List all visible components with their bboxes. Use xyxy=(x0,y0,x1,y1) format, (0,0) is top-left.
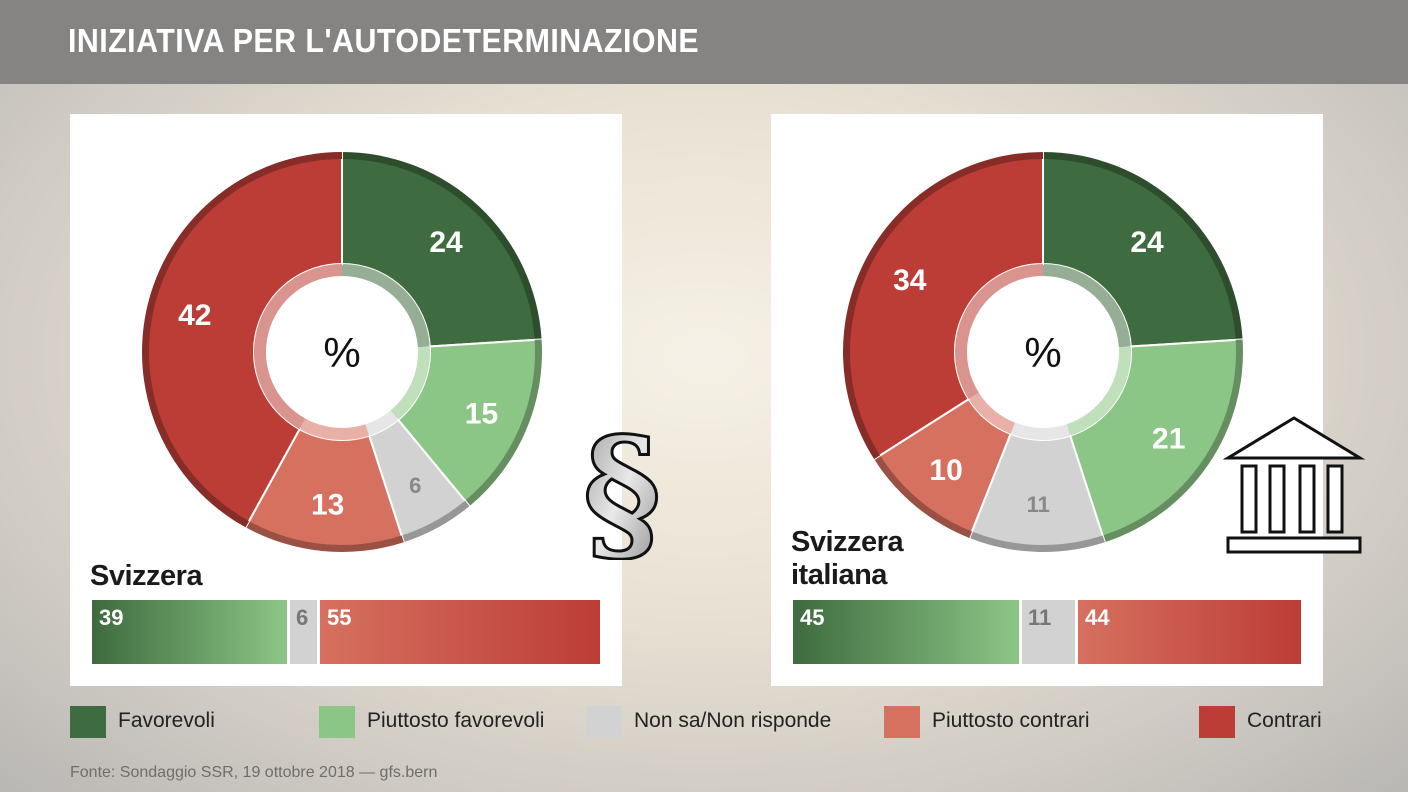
legend-label-piuttosto-contrari: Piuttosto contrari xyxy=(932,709,1090,732)
pie-inner-ring-contrari xyxy=(254,264,342,430)
summary-segment-non-sa-label: 6 xyxy=(296,605,309,630)
chart-panel-svizzera: % 24 15 6 13 42 Svizzera 39 6 55 xyxy=(70,114,622,686)
legend-label-piuttosto-favorevoli: Piuttosto favorevoli xyxy=(367,709,545,732)
legend-label-favorevoli: Favorevoli xyxy=(118,709,215,732)
donut-center xyxy=(975,284,1111,420)
summary-segment-contrari-label: 55 xyxy=(327,605,352,630)
legend-label-contrari: Contrari xyxy=(1247,709,1322,732)
legend-swatch-non-sa xyxy=(586,706,622,738)
parliament-building-icon xyxy=(1222,416,1366,554)
pie-data-label-piuttosto-favorevoli: 15 xyxy=(465,397,498,430)
source-note: Fonte: Sondaggio SSR, 19 ottobre 2018 — … xyxy=(70,764,438,781)
pie-inner-ring-piuttosto-contrari xyxy=(299,418,370,440)
pie-inner-ring-favorevoli xyxy=(1043,264,1131,348)
header-bar: INIZIATIVA PER L'AUTODETERMINAZIONE xyxy=(0,0,1408,84)
region-title-svizzera: Svizzera xyxy=(90,560,203,592)
summary-segment-favorevoli-label: 39 xyxy=(99,605,124,630)
summary-bar-svizzera: 39 6 55 xyxy=(92,600,600,664)
pie-data-label-contrari: 34 xyxy=(893,264,927,297)
legend-swatch-favorevoli xyxy=(70,706,106,738)
pie-data-label-favorevoli: 24 xyxy=(1130,226,1164,259)
donut-chart-svizzera-italiana: % 24 21 11 10 34 xyxy=(842,150,1244,553)
pie-slice-rim-piuttosto-contrari xyxy=(874,455,972,538)
pie-inner-ring-piuttosto-contrari xyxy=(968,392,1016,434)
summary-segment-non-sa: 6 xyxy=(290,600,317,664)
pie-data-label-piuttosto-contrari: 13 xyxy=(311,488,344,521)
pie-slice-rim-piuttosto-contrari xyxy=(245,521,404,552)
summary-segment-favorevoli: 39 xyxy=(92,600,287,664)
legend-swatch-piuttosto-favorevoli xyxy=(319,706,355,738)
legend: Favorevoli Piuttosto favorevoli Non sa/N… xyxy=(0,706,1408,740)
pie-inner-ring-favorevoli xyxy=(342,264,430,348)
legend-swatch-contrari xyxy=(1199,706,1235,738)
summary-segment-favorevoli-label: 45 xyxy=(800,605,825,630)
pie-slice-rim-piuttosto-favorevoli xyxy=(465,339,542,507)
donut-center-label: % xyxy=(323,329,360,376)
pie-data-label-piuttosto-contrari: 10 xyxy=(929,454,962,487)
svg-text:§: § xyxy=(583,420,661,560)
pie-inner-ring-piuttosto-favorevoli xyxy=(1066,346,1131,436)
summary-segment-non-sa-label: 11 xyxy=(1028,605,1052,630)
summary-segment-contrari-label: 44 xyxy=(1085,605,1110,630)
page-title: INIZIATIVA PER L'AUTODETERMINAZIONE xyxy=(68,22,700,59)
donut-center-label: % xyxy=(1024,329,1061,376)
pie-inner-ring-piuttosto-favorevoli xyxy=(390,346,430,420)
region-label-svizzera-italiana: Svizzera italiana xyxy=(791,526,904,592)
pie-inner-ring-non-sa xyxy=(365,410,399,436)
summary-bar-svizzera-italiana: 45 11 44 xyxy=(793,600,1301,664)
pie-inner-ring-contrari xyxy=(955,264,1043,400)
legend-swatch-piuttosto-contrari xyxy=(884,706,920,738)
pie-data-label-contrari: 42 xyxy=(178,299,211,332)
pie-slice-rim-contrari xyxy=(843,152,1043,460)
summary-segment-favorevoli: 45 xyxy=(793,600,1019,664)
pie-slice-rim-non-sa xyxy=(969,531,1105,552)
summary-segment-contrari: 55 xyxy=(320,600,600,664)
donut-chart-svizzera: % 24 15 6 13 42 xyxy=(141,150,543,553)
chart-panel-svizzera-italiana: % 24 21 11 10 34 Svizzera italiana 45 11 44 xyxy=(771,114,1323,686)
pie-data-label-favorevoli: 24 xyxy=(429,226,463,259)
pie-data-label-piuttosto-favorevoli: 21 xyxy=(1152,422,1185,455)
region-title-line-2: italiana xyxy=(791,559,887,591)
pie-inner-ring-non-sa xyxy=(1010,422,1071,440)
summary-segment-non-sa: 11 xyxy=(1022,600,1075,664)
pie-slice-rim-piuttosto-favorevoli xyxy=(1102,339,1243,543)
summary-segment-contrari: 44 xyxy=(1078,600,1301,664)
pie-slice-rim-non-sa xyxy=(401,500,470,543)
pie-data-label-non-sa: 6 xyxy=(409,473,421,498)
region-title-line-1: Svizzera xyxy=(791,526,904,558)
region-label-svizzera: Svizzera xyxy=(90,560,203,593)
section-sign-icon: § xyxy=(582,420,662,560)
donut-center xyxy=(274,284,410,420)
legend-label-non-sa: Non sa/Non risponde xyxy=(634,709,832,732)
pie-data-label-non-sa: 11 xyxy=(1027,492,1050,517)
